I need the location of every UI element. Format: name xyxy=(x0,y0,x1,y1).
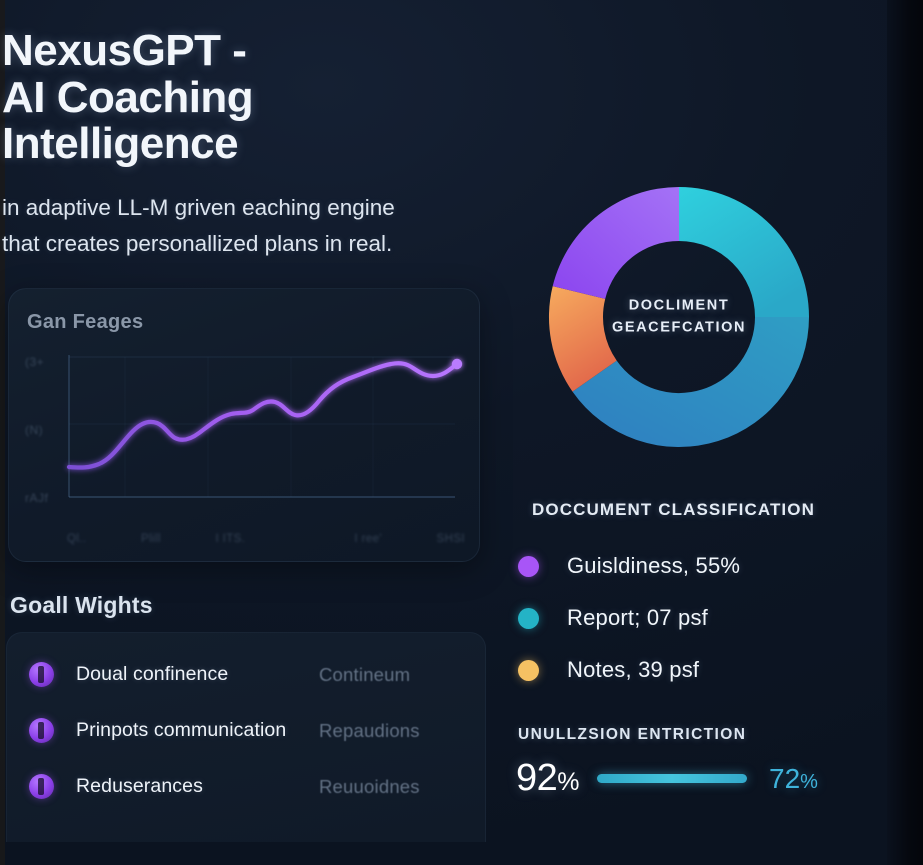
donut-center-line1: DOCLIMENT xyxy=(628,297,730,314)
x-tick: SHSI xyxy=(436,533,465,545)
legend-dot-icon xyxy=(518,607,539,629)
donut-center-line2: GEACEFCATION xyxy=(611,320,747,336)
x-tick: I ree' xyxy=(354,533,383,545)
line-chart-title: Gan Feages xyxy=(27,311,144,333)
line-chart-card: Gan Feages (3+ (N) rAJf xyxy=(8,288,480,562)
line-chart-series-path xyxy=(66,361,460,470)
legend-title: DOCCUMENT CLASSIFICATION xyxy=(532,500,815,519)
legend-list: Guisldiness, 55% Report; 07 psf Notes, 3… xyxy=(518,540,868,696)
metric-progress-bar[interactable] xyxy=(597,774,748,783)
metric-progress-fill xyxy=(597,774,748,783)
donut-segment-orange[interactable] xyxy=(548,286,617,392)
goal-label: Prinpots communication xyxy=(76,719,287,741)
metric-primary-number: 92 xyxy=(516,757,558,799)
legend-label: Report; 07 psf xyxy=(567,605,708,630)
metric-title: UNULLZSION ENTRICTION xyxy=(518,726,747,743)
y-tick: rAJf xyxy=(25,491,49,505)
legend-item[interactable]: Notes, 39 psf xyxy=(518,644,868,696)
x-axis-tick-labels: Ql.. Plill I ITS. I ree' SHSI xyxy=(67,533,465,545)
left-edge-strip xyxy=(0,0,5,865)
legend-item[interactable]: Guisldiness, 55% xyxy=(518,540,868,592)
donut-chart-svg xyxy=(548,187,810,448)
donut-segment-cyan[interactable] xyxy=(679,187,809,317)
right-column: DOCLIMENT GEACEFCATION DOCCUMENT CLASSIF… xyxy=(492,0,887,865)
metric-primary-unit: % xyxy=(557,768,580,796)
goal-badge-icon xyxy=(29,774,54,799)
goal-badge-icon xyxy=(29,718,54,743)
legend-label: Guisldiness, 55% xyxy=(567,553,741,578)
goal-value: Repaudions xyxy=(319,719,420,741)
right-edge-strip xyxy=(887,0,923,865)
goal-badge-icon xyxy=(29,662,54,687)
goal-value: Reuuoidnes xyxy=(319,775,420,797)
donut-center-label: DOCLIMENT GEACEFCATION xyxy=(584,295,774,340)
metric-primary-value: 92% xyxy=(516,757,580,800)
metric-secondary-value: 72% xyxy=(769,763,818,795)
metric-secondary-unit: % xyxy=(800,770,818,793)
goal-row[interactable]: Reduserances Reuuoidnes xyxy=(29,759,469,814)
legend-item[interactable]: Report; 07 psf xyxy=(518,592,868,644)
donut-chart: DOCLIMENT GEACEFCATION xyxy=(520,158,838,476)
goal-weights-title: Goall Wights xyxy=(10,592,153,618)
legend-dot-icon xyxy=(518,555,539,577)
donut-segment-blue[interactable] xyxy=(572,317,810,448)
legend-dot-icon xyxy=(518,659,539,681)
metric-row: 92% 72% xyxy=(516,757,868,800)
goal-value: Contineum xyxy=(319,663,411,685)
legend-label: Notes, 39 psf xyxy=(567,657,700,682)
x-tick: I ITS. xyxy=(215,533,246,545)
page-subtitle: in adaptive LL-M griven eaching engine t… xyxy=(2,194,395,257)
donut-segment-purple[interactable] xyxy=(552,187,679,299)
y-axis-tick-labels: (3+ (N) rAJf xyxy=(25,355,69,505)
goal-row[interactable]: Doual confinence Contineum xyxy=(29,647,469,702)
line-chart-svg xyxy=(66,355,463,498)
goal-label: Doual confinence xyxy=(76,663,229,685)
y-tick: (N) xyxy=(25,423,44,437)
left-column: NexusGPT - AI Coaching Intelligence in a… xyxy=(2,26,395,257)
goal-row[interactable]: Prinpots communication Repaudions xyxy=(29,703,469,758)
x-tick: Plill xyxy=(141,533,161,545)
page-title: NexusGPT - AI Coaching Intelligence xyxy=(2,26,254,169)
x-tick: Ql.. xyxy=(67,533,87,545)
line-chart-end-point xyxy=(451,358,463,370)
goal-label: Reduserances xyxy=(76,775,203,797)
metric-secondary-number: 72 xyxy=(769,762,801,794)
goal-weights-card: Doual confinence Contineum Prinpots comm… xyxy=(6,632,486,842)
line-chart-plot: (3+ (N) rAJf xyxy=(23,351,469,547)
y-tick: (3+ xyxy=(25,355,45,369)
